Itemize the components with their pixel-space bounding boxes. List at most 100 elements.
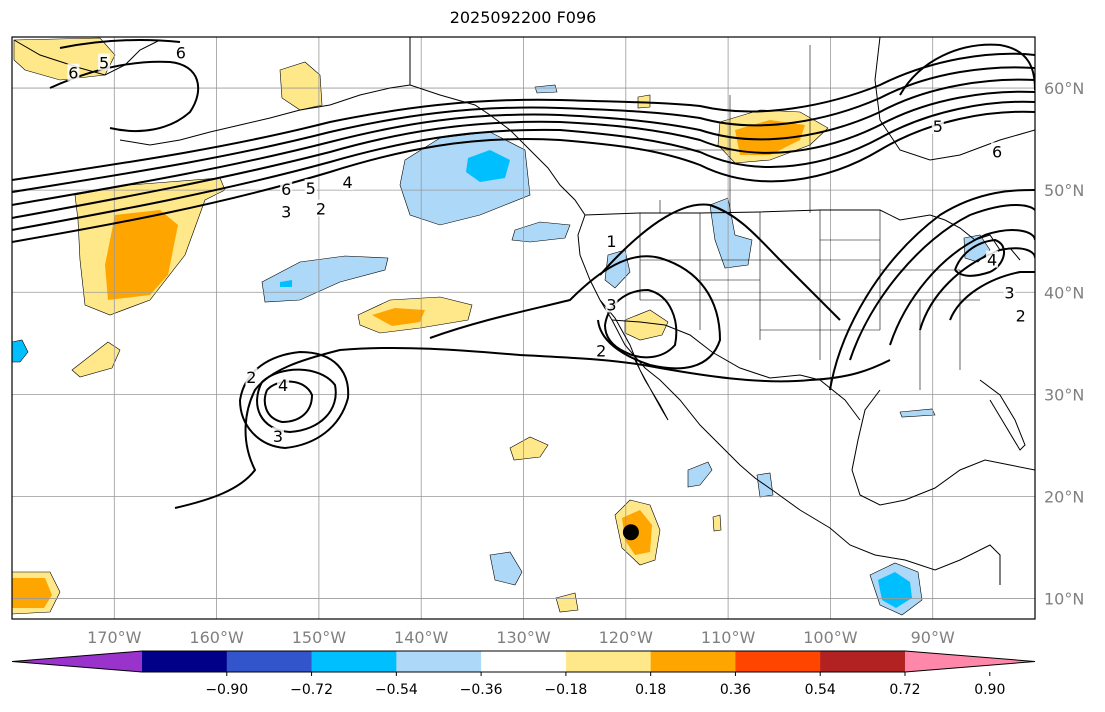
- contour-label: 6: [281, 180, 291, 199]
- contour-label-bg: [991, 142, 1004, 160]
- lon-tick-label: 120°W: [599, 628, 654, 647]
- contour-line: [239, 350, 350, 450]
- contour-label-bg: [67, 63, 80, 81]
- coastline-aleutians: [119, 84, 411, 146]
- contour-label: 2: [1016, 307, 1026, 326]
- contour-line: [256, 368, 337, 434]
- contour-label-bg: [1014, 306, 1027, 324]
- contour-label-bg: [931, 116, 944, 134]
- contour-line: [889, 229, 1035, 346]
- colorbar-tick-label: −0.54: [375, 682, 418, 698]
- longitude-labels: 170°W 160°W 150°W 140°W 130°W 120°W 110°W 100°W…: [87, 628, 955, 647]
- anomaly-fill: [709, 197, 753, 269]
- contour-line: [429, 255, 722, 370]
- colorbar: [11, 650, 1036, 673]
- anomaly-fill: [899, 408, 936, 418]
- anomaly-fill: [509, 436, 549, 461]
- contour-label: 3: [281, 203, 291, 222]
- gridlines: [12, 37, 1035, 619]
- contour-label-bg: [271, 427, 284, 445]
- contour-line: [174, 346, 891, 509]
- colorbar-tick-label: −0.90: [205, 682, 248, 698]
- contour-label-bg: [605, 295, 618, 313]
- lat-tick-label: 60°N: [1044, 79, 1084, 98]
- lon-tick-label: 170°W: [87, 628, 142, 647]
- coastline-gulf: [851, 389, 1035, 506]
- contour-label: 5: [933, 117, 943, 136]
- contour-label: 2: [316, 200, 326, 219]
- colorbar-segment: [142, 651, 228, 672]
- coastline-florida: [979, 379, 1026, 451]
- anomaly-fill: [555, 592, 579, 613]
- contour-line: [599, 203, 841, 321]
- anomaly-fill: [735, 120, 805, 155]
- colorbar-segment: [820, 651, 906, 672]
- coastline-alaska: [409, 37, 1001, 585]
- anomaly-fill: [466, 150, 510, 182]
- border-ca-us: [584, 209, 931, 221]
- positive-anomaly-fills: [12, 37, 829, 615]
- storm-marker: [622, 524, 639, 541]
- contour-label: 4: [987, 251, 997, 270]
- colorbar-tick-label: −0.36: [460, 682, 503, 698]
- colorbar-segment: [311, 651, 397, 672]
- colorbar-tick-label: −0.72: [290, 682, 333, 698]
- colorbar-extend-high: [905, 651, 1035, 672]
- contour-label: 2: [246, 368, 256, 387]
- lon-tick-label: 150°W: [292, 628, 347, 647]
- contour-label-bg: [98, 53, 111, 71]
- anomaly-fill: [637, 94, 651, 109]
- lon-tick-label: 140°W: [394, 628, 449, 647]
- contour-label: 6: [68, 64, 78, 83]
- map-frame: [11, 36, 1036, 620]
- state-borders: [639, 45, 980, 390]
- contour-label-bg: [605, 232, 618, 250]
- contour-label: 3: [273, 427, 283, 446]
- lat-tick-label: 30°N: [1044, 385, 1084, 404]
- contour-label: 4: [342, 173, 352, 192]
- contour-label-bg: [314, 199, 327, 217]
- anomaly-fill: [534, 84, 558, 94]
- colorbar-tick-label: 0.72: [889, 682, 920, 698]
- anomaly-fill: [12, 339, 29, 363]
- colorbar-tick-label: 0.18: [635, 682, 666, 698]
- contour-line: [604, 288, 678, 359]
- colorbar-extend-low: [12, 651, 142, 672]
- contour-line: [849, 204, 1035, 361]
- colorbar-outline: [11, 650, 1036, 673]
- lat-tick-label: 20°N: [1044, 487, 1084, 506]
- anomaly-fill: [511, 221, 571, 243]
- contour-line: [12, 52, 1035, 181]
- contour-line: [949, 271, 1035, 321]
- border-us-mx: [611, 319, 861, 421]
- lon-tick-label: 100°W: [803, 628, 858, 647]
- contour-label: 3: [606, 296, 616, 315]
- contour-label: 1: [606, 232, 616, 251]
- anomaly-fill: [687, 461, 713, 488]
- contour-line: [954, 238, 1005, 277]
- contour-label: 6: [176, 43, 186, 62]
- contour-label: 5: [99, 54, 109, 73]
- contour-label-bg: [174, 43, 187, 61]
- latitude-labels: 60°N 50°N 40°N 30°N 20°N 10°N: [1044, 79, 1084, 609]
- lon-tick-label: 160°W: [189, 628, 244, 647]
- colorbar-tick-labels: −0.90 −0.72 −0.54 −0.36 −0.18 0.18 0.36 0.54 0.7…: [205, 672, 1005, 698]
- contour-line: [12, 110, 1035, 243]
- anomaly-fill: [489, 551, 523, 586]
- colorbar-tick-label: −0.18: [544, 682, 587, 698]
- anomaly-fill: [12, 578, 52, 608]
- lat-tick-label: 50°N: [1044, 181, 1084, 200]
- contour-label-bg: [986, 250, 999, 268]
- contour-label-bg: [595, 341, 608, 359]
- anomaly-fill: [624, 309, 669, 341]
- colorbar-tick-label: 0.36: [720, 682, 751, 698]
- anomaly-fill: [372, 308, 425, 326]
- lon-tick-label: 130°W: [496, 628, 551, 647]
- colorbar-segment: [481, 651, 567, 672]
- anomaly-fill: [280, 280, 292, 287]
- colorbar-segment: [226, 651, 313, 672]
- contour-label: 6: [992, 142, 1002, 161]
- contour-label: 2: [596, 341, 606, 360]
